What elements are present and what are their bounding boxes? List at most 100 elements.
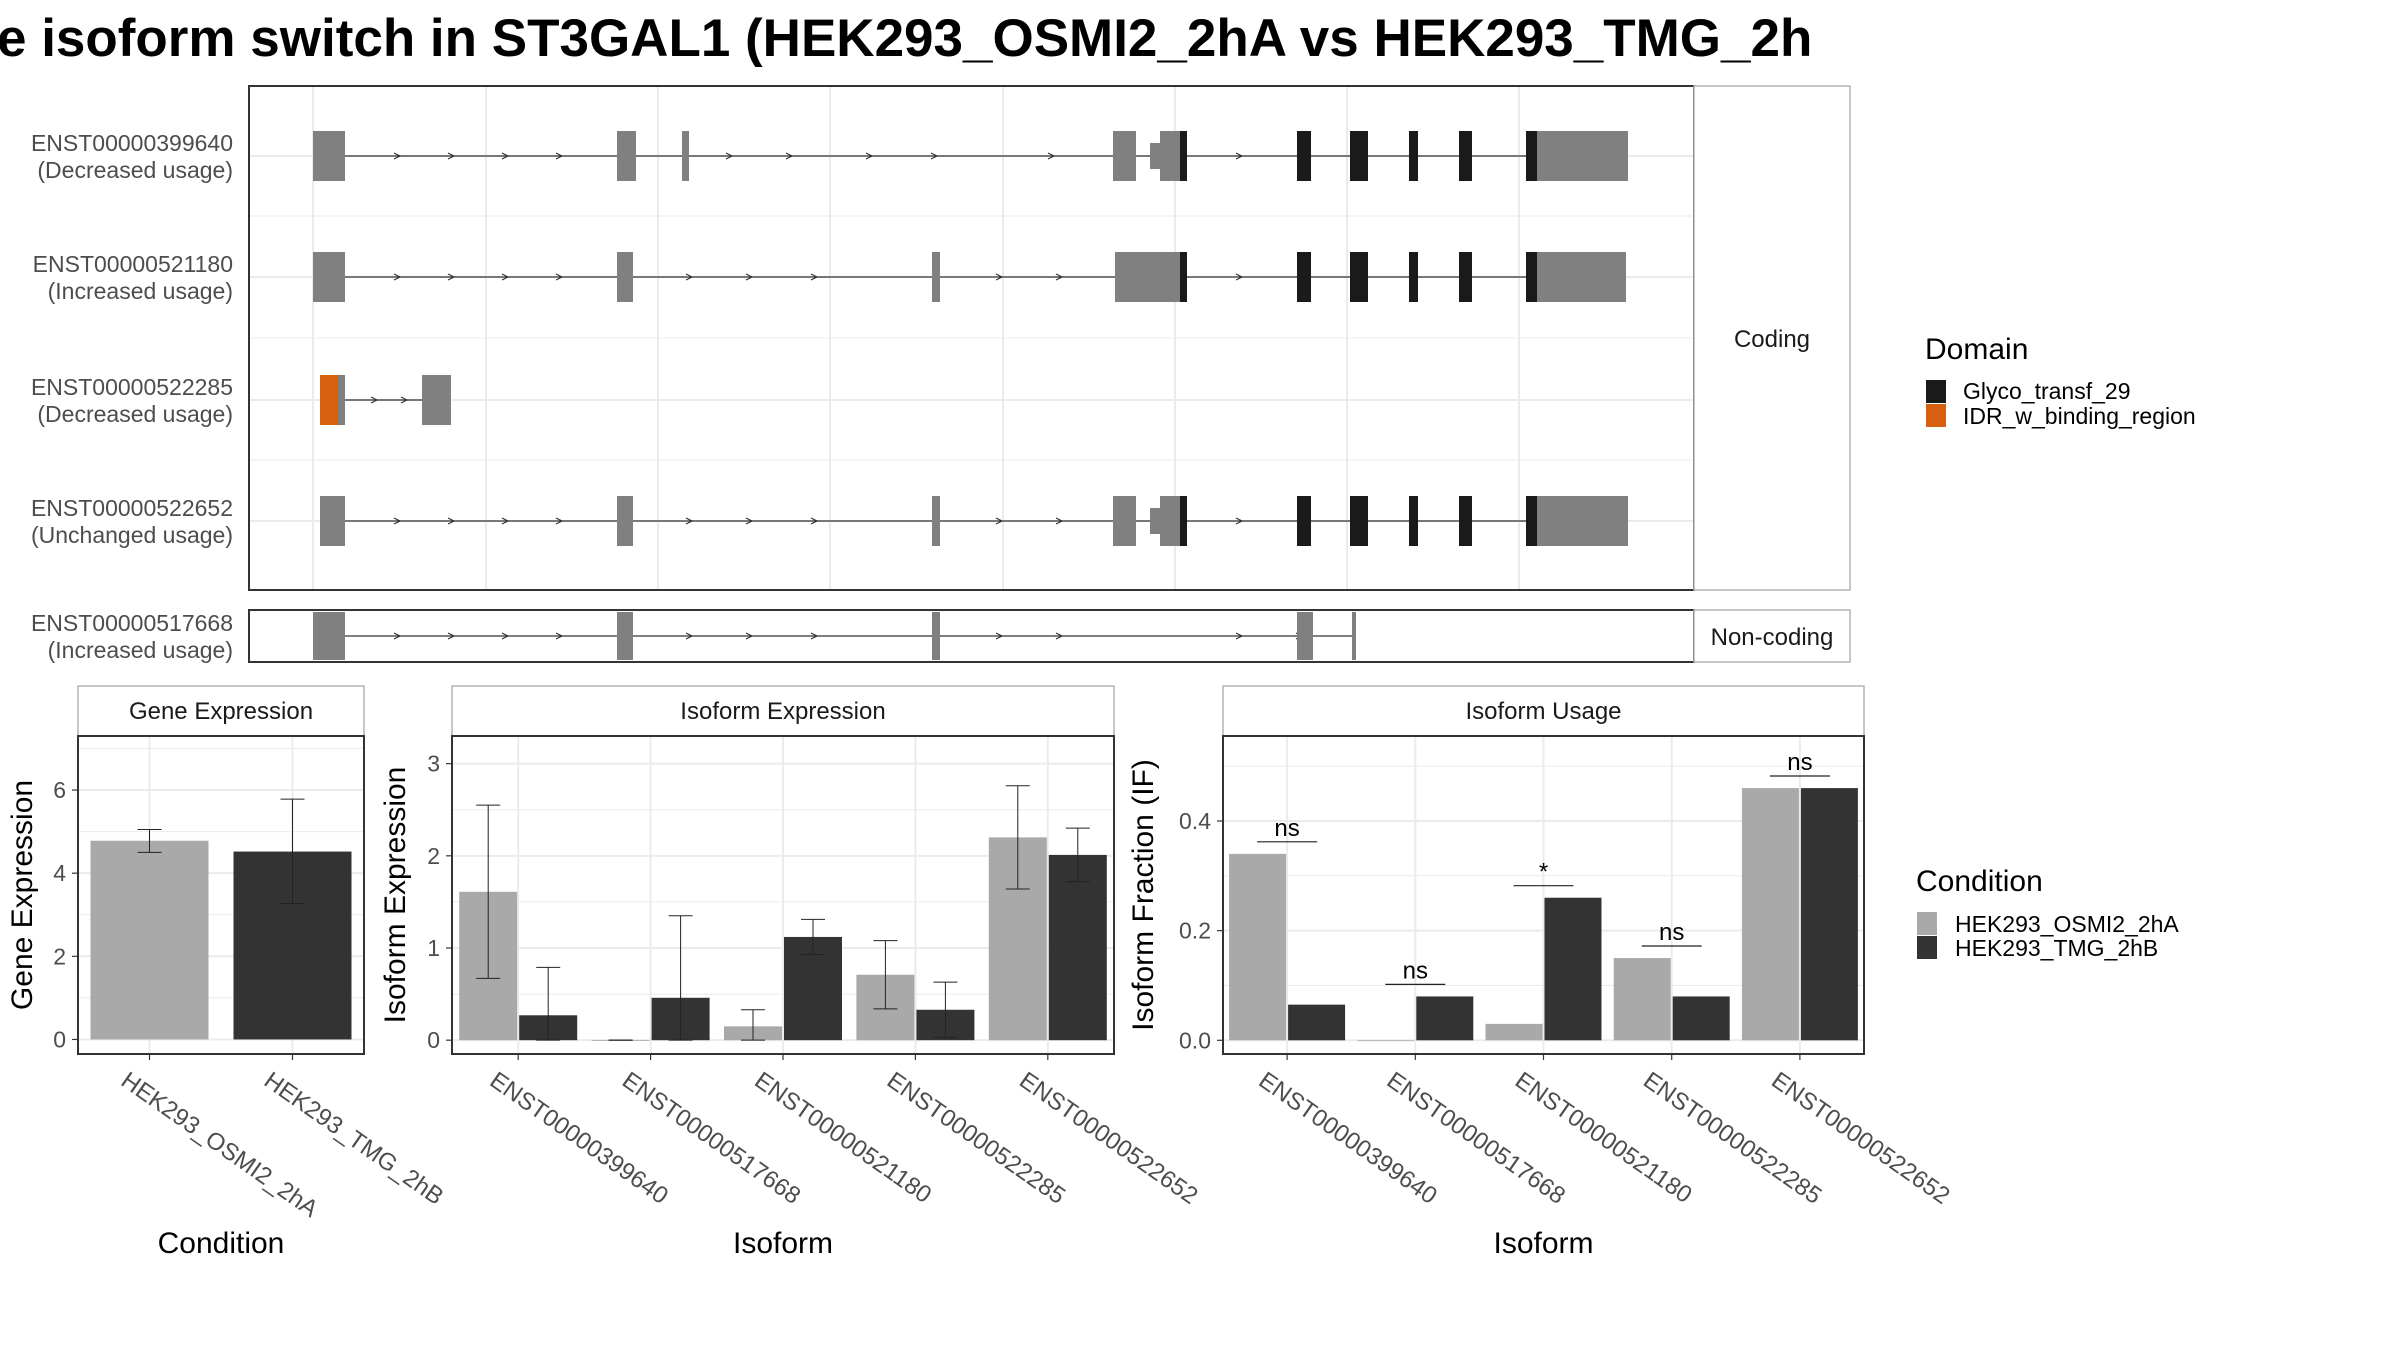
bar [1288,1004,1346,1041]
intron-arrow [1235,152,1244,160]
exon [1150,508,1160,534]
intron-arrow [1047,152,1056,160]
bar [1672,996,1730,1041]
transcript-usage-label: (Decreased usage) [37,401,233,427]
exon [1537,131,1545,181]
panel-strip-label: Gene Expression [129,698,313,725]
intron-arrow [555,517,564,525]
bar [1741,788,1799,1041]
exon [1537,252,1545,302]
transcript-id-label: ENST00000522652 [31,495,233,521]
intron-arrow [745,632,754,640]
intron-arrow [447,273,456,281]
exon [320,496,345,546]
condition-legend-title: Condition [1916,865,2043,898]
exon [617,252,633,302]
domain-glyco [1350,252,1368,302]
intron-arrow [370,396,379,404]
transcript-usage-label: (Unchanged usage) [31,522,233,548]
transcript-id-label: ENST00000517668 [31,610,233,636]
condition-legend: Condition HEK293_OSMI2_2hA HEK293_TMG_2h… [1916,865,2179,961]
domain-glyco [1350,131,1368,181]
bar [1485,1023,1543,1041]
panel-strip-label: Isoform Expression [680,698,885,725]
legend-key-idr [1926,404,1946,427]
exon [1115,252,1160,302]
intron-arrow [393,152,402,160]
intron-arrow [501,152,510,160]
exon [436,375,451,425]
bar [1544,897,1602,1041]
y-tick-label: 0.2 [1179,918,1211,944]
intron-arrow [400,396,409,404]
legend-key-glyco [1926,380,1946,403]
bar [1613,958,1671,1041]
domain-glyco [1526,252,1537,302]
isoform-usage-panel: Isoform Usage0.00.20.4ENST00000399640ENS… [1127,685,1955,1260]
exon [617,131,636,181]
intron-arrow [393,273,402,281]
intron-arrow [810,632,819,640]
domain-legend: Domain Glyco_transf_29 IDR_w_binding_reg… [1925,333,2196,429]
panel-strip-label: Isoform Usage [1465,698,1621,725]
exon [1545,496,1628,546]
intron-arrow [447,152,456,160]
domain-glyco [1459,131,1472,181]
transcript-usage-label: (Increased usage) [48,637,233,663]
bar [90,840,209,1040]
exon [617,612,633,660]
intron-arrow [393,632,402,640]
y-tick-label: 0 [427,1027,440,1053]
intron-arrow [501,517,510,525]
panel-strip [77,685,365,737]
exon [1160,252,1180,302]
intron-arrow [555,632,564,640]
x-axis-title: Isoform [1493,1227,1593,1260]
domain-glyco [1297,131,1311,181]
exon [338,375,345,425]
intron-arrow [745,273,754,281]
exon [1297,612,1313,660]
intron-arrow [810,273,819,281]
coding-strip [1693,85,1851,591]
transcript-id-label: ENST00000399640 [31,130,233,156]
exon [1113,131,1136,181]
intron-arrow [555,152,564,160]
figure-title: e isoform switch in ST3GAL1 (HEK293_OSMI… [0,9,1812,68]
y-axis-title: Isoform Expression [379,767,412,1024]
intron-arrow [447,632,456,640]
intron-arrow [810,517,819,525]
panel-border [77,735,365,1055]
legend-key-cond2 [1917,936,1937,959]
transcript-structure-panel: CodingNon-codingENST00000399640(Decrease… [31,85,1851,663]
significance-label: ns [1403,957,1428,984]
exon [313,252,345,302]
legend-label-glyco: Glyco_transf_29 [1963,378,2130,404]
domain-idr [320,375,338,425]
bar [1357,1040,1415,1042]
y-tick-label: 2 [53,943,66,969]
significance-label: * [1539,859,1548,886]
y-tick-label: 0 [53,1026,66,1052]
exon [1160,496,1180,546]
legend-label-cond1: HEK293_OSMI2_2hA [1955,911,2179,937]
y-tick-label: 3 [427,751,440,777]
domain-glyco [1409,131,1418,181]
intron-arrow [447,517,456,525]
exon [1113,496,1136,546]
y-tick-label: 0.0 [1179,1027,1211,1053]
exon [1352,612,1356,660]
exon [932,612,940,660]
domain-glyco [1526,131,1537,181]
y-tick-label: 0.4 [1179,808,1211,834]
significance-label: ns [1274,815,1299,842]
domain-glyco [1297,252,1311,302]
exon [932,496,940,546]
exon [932,252,940,302]
legend-key-cond1 [1917,912,1937,935]
x-axis-title: Isoform [733,1227,833,1260]
exon [1160,131,1180,181]
intron-arrow [1055,632,1064,640]
intron-arrow [745,517,754,525]
